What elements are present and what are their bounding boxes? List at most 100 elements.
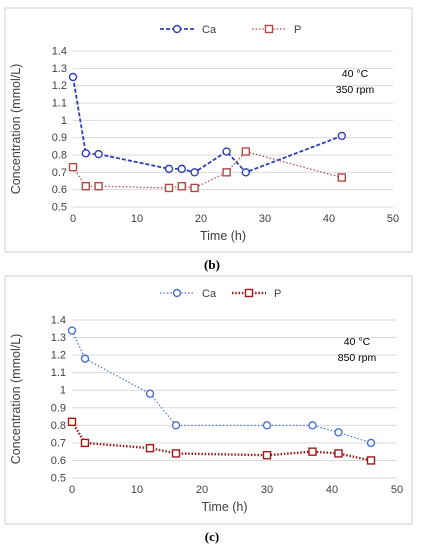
y-tick-label: 1: [60, 385, 66, 397]
data-point-p: [80, 438, 90, 448]
x-tick-label: 20: [195, 213, 207, 225]
series-p: [68, 147, 346, 193]
legend: Ca P: [160, 288, 281, 300]
data-point-p: [68, 162, 78, 172]
data-point-p: [366, 456, 376, 465]
y-tick-label: 0.7: [51, 437, 66, 449]
annotation-speed: 850 rpm: [338, 352, 377, 364]
caption-c: (c): [204, 529, 220, 544]
data-point-ca: [80, 354, 90, 363]
x-tick-label: 30: [259, 213, 271, 225]
series-line-ca: [71, 330, 372, 444]
x-axis-title: Time (h): [201, 500, 247, 514]
data-point-ca: [241, 168, 251, 177]
data-point-p: [94, 181, 103, 191]
y-tick-label: 0.9: [51, 402, 66, 414]
data-point-p: [177, 181, 187, 191]
caption-b: (b): [204, 257, 220, 272]
data-point-p: [171, 449, 181, 458]
data-point-p: [145, 443, 155, 453]
data-point-ca: [94, 149, 103, 159]
data-point-ca: [190, 168, 199, 177]
y-tick-label: 1.1: [51, 367, 66, 379]
annotation-temperature: 40 °C: [342, 68, 369, 80]
data-point-ca: [334, 428, 343, 437]
x-axis-title: Time (h): [200, 229, 246, 243]
y-tick-label: 1.2: [51, 350, 66, 362]
data-point-ca: [67, 326, 77, 335]
legend-marker-ca: [172, 288, 182, 298]
y-tick-label: 0.9: [52, 132, 67, 144]
legend-label-p: P: [294, 24, 301, 36]
data-point-ca: [262, 421, 272, 430]
data-point-ca: [164, 164, 174, 174]
y-tick-label: 0.6: [51, 455, 66, 467]
data-point-ca: [337, 131, 346, 141]
x-tick-label: 10: [131, 484, 143, 496]
legend: Ca P: [160, 24, 301, 36]
y-tick-label: 1.4: [51, 315, 66, 327]
data-point-p: [262, 450, 272, 460]
gridlines: [72, 319, 397, 479]
x-tick-label: 40: [323, 213, 335, 225]
y-axis-title: Concentration (mmol/L): [9, 64, 23, 195]
y-tick-label: 1.3: [51, 332, 66, 344]
series-line-p: [70, 421, 372, 462]
data-point-p: [308, 447, 317, 456]
chart-panel-b: 0.5 0.6 0.7 0.8 0.9 1 1.1 1.2 1.3 1.4 0 10 20 30 40 50 T…: [0, 0, 424, 272]
chart-frame: [4, 7, 413, 253]
series-ca: [68, 72, 346, 177]
x-tick-label: 0: [69, 484, 75, 496]
series-ca: [67, 326, 376, 448]
data-point-p: [334, 449, 343, 458]
legend-label-ca: Ca: [202, 288, 217, 300]
data-point-ca: [366, 438, 376, 448]
legend-label-ca: Ca: [202, 24, 217, 36]
x-tick-label: 10: [131, 213, 143, 225]
annotation-speed: 350 rpm: [336, 84, 375, 96]
legend-marker-p: [264, 24, 274, 34]
chart-frame: [4, 275, 413, 525]
chart-b: 0.5 0.6 0.7 0.8 0.9 1 1.1 1.2 1.3 1.4 0 10 20 30 40 50 T…: [4, 7, 413, 253]
data-point-p: [190, 183, 199, 193]
y-tick-label: 0.5: [52, 202, 67, 214]
x-tick-label: 30: [261, 484, 273, 496]
y-tick-label: 1.2: [52, 80, 67, 92]
y-tick-label: 1.1: [52, 98, 67, 110]
data-point-ca: [145, 389, 155, 398]
legend-marker-ca: [172, 24, 182, 34]
data-point-p: [222, 168, 231, 177]
x-tick-label: 0: [70, 213, 76, 225]
y-tick-label: 0.8: [51, 420, 66, 432]
y-tick-label: 1.4: [52, 46, 67, 58]
series-p: [67, 417, 376, 465]
data-point-ca: [177, 164, 187, 174]
data-point-p: [241, 147, 251, 156]
y-tick-label: 0.5: [51, 473, 66, 485]
data-point-p: [81, 181, 91, 191]
data-point-p: [337, 173, 346, 182]
annotation-temperature: 40 °C: [344, 336, 371, 348]
chart-c: 0.5 0.6 0.7 0.8 0.9 1 1.1 1.2 1.3 1.4 0 10 20 30 40 50 T…: [4, 275, 413, 525]
legend-label-p: P: [274, 288, 281, 300]
data-point-ca: [171, 421, 181, 430]
y-tick-label: 0.6: [52, 184, 67, 196]
y-tick-label: 1: [61, 115, 67, 127]
x-tick-label: 50: [391, 484, 403, 496]
y-tick-label: 1.3: [52, 63, 67, 75]
y-tick-label: 0.7: [52, 167, 67, 179]
gridlines: [73, 50, 393, 208]
legend-marker-p: [244, 288, 254, 298]
y-axis-title: Concentration (mmol/L): [9, 334, 23, 465]
y-tick-label: 0.8: [52, 150, 67, 162]
data-point-p: [67, 417, 77, 427]
chart-panel-c: 0.5 0.6 0.7 0.8 0.9 1 1.1 1.2 1.3 1.4 0 10 20 30 40 50 T…: [0, 270, 424, 550]
data-point-ca: [68, 72, 78, 82]
data-point-ca: [81, 149, 91, 158]
x-tick-label: 20: [196, 484, 208, 496]
data-point-ca: [308, 421, 317, 430]
data-point-p: [164, 183, 174, 193]
x-tick-label: 40: [326, 484, 338, 496]
data-point-ca: [222, 147, 231, 156]
x-tick-label: 50: [387, 213, 399, 225]
